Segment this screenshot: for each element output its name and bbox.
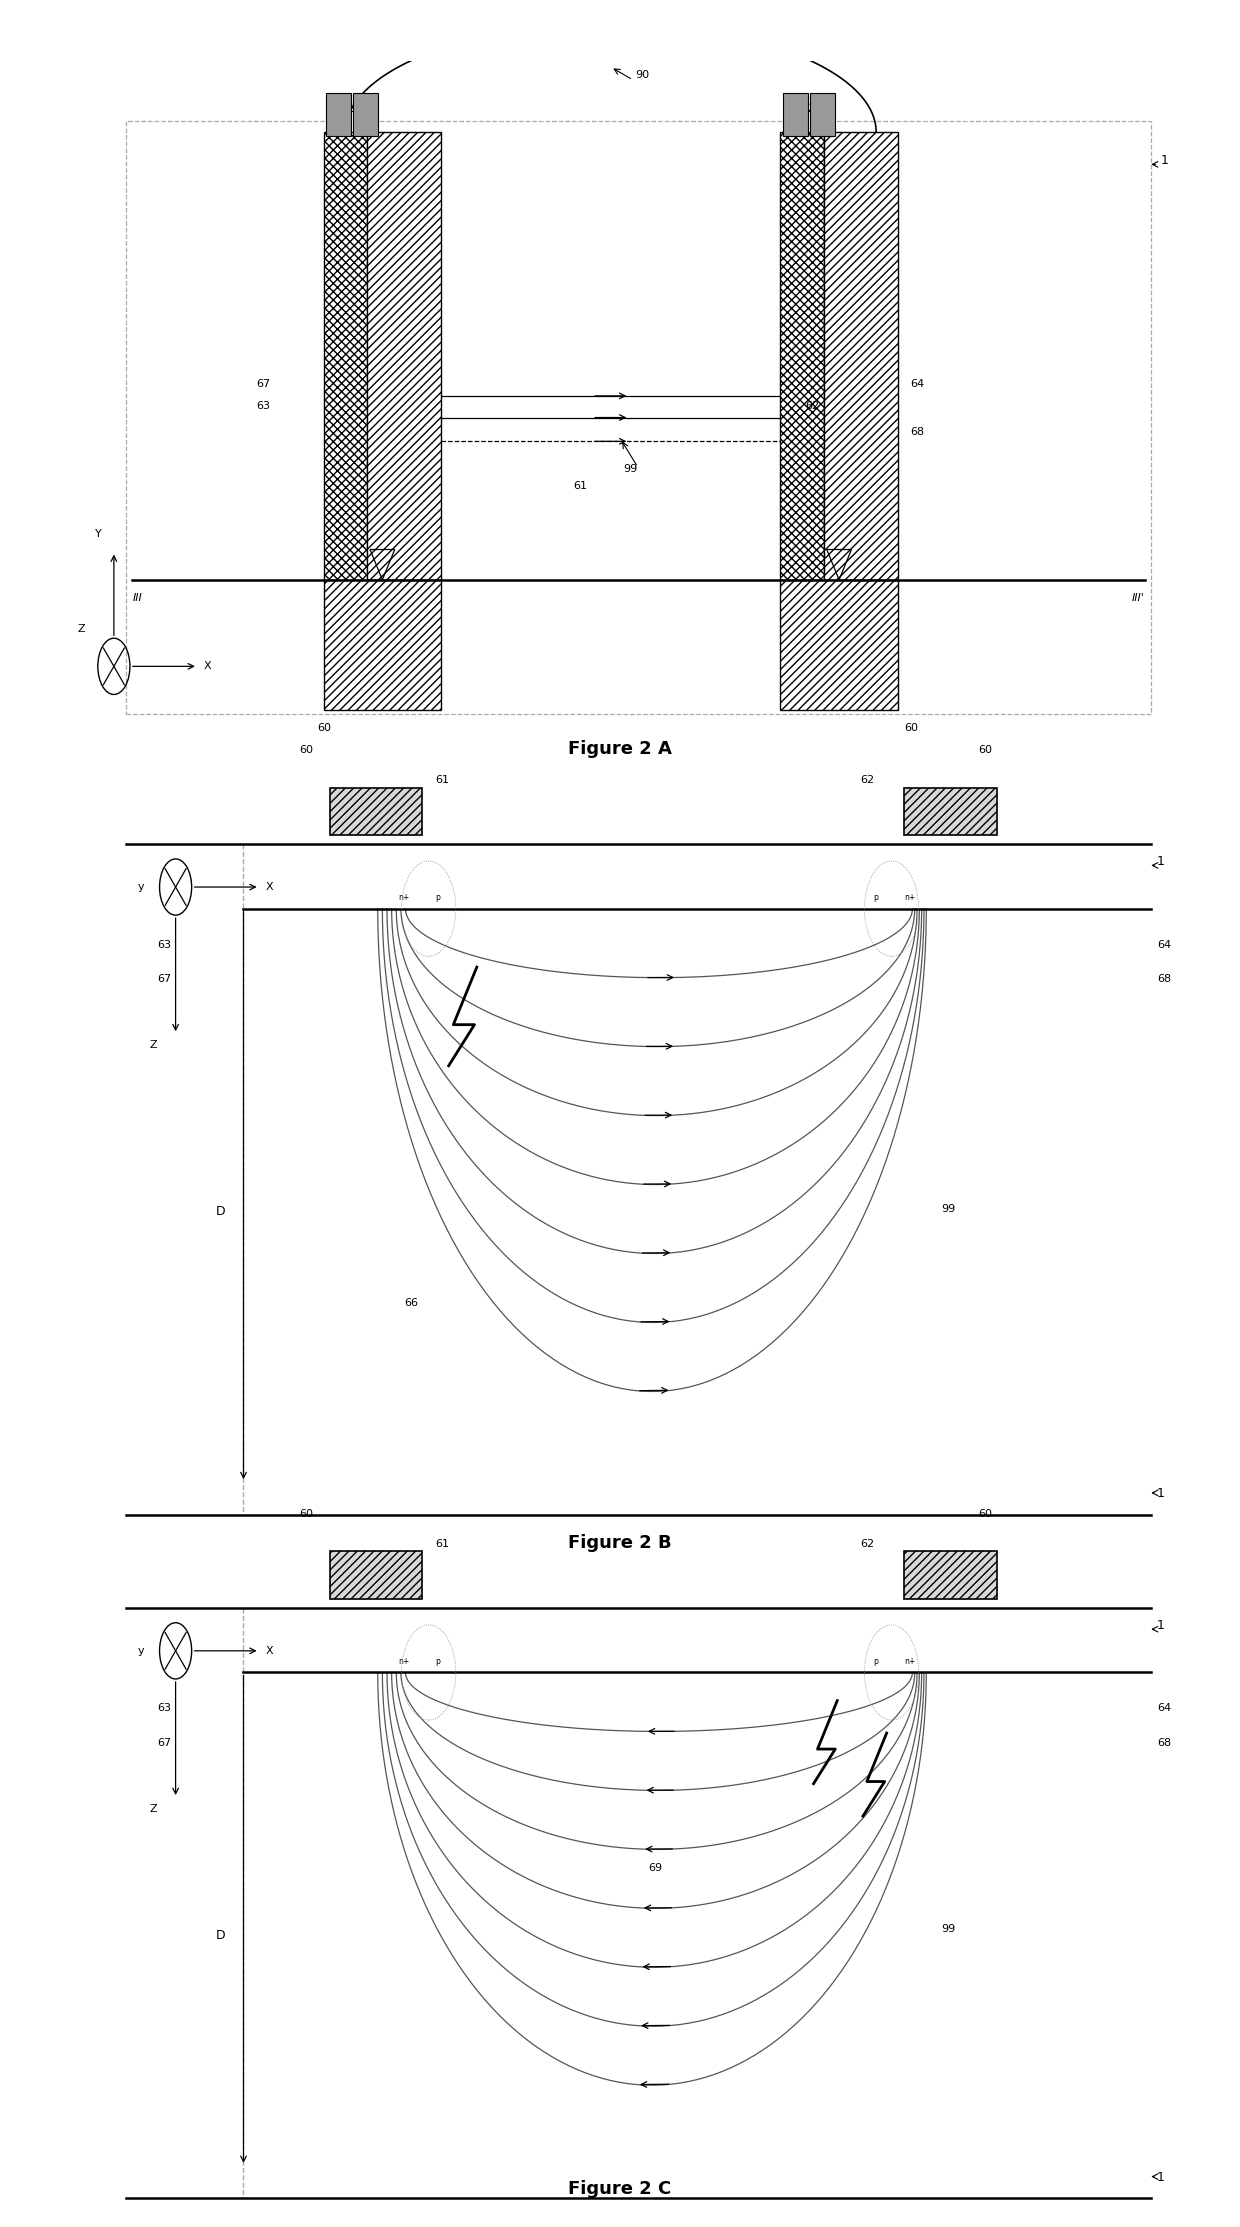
Text: 69: 69 [647, 1862, 662, 1873]
Text: 99: 99 [622, 463, 637, 474]
Text: y: y [138, 1646, 145, 1657]
Text: 1: 1 [1161, 154, 1168, 167]
Text: n+: n+ [398, 1657, 409, 1666]
Text: 60: 60 [299, 1508, 312, 1519]
Text: p: p [873, 1657, 878, 1666]
Text: n+: n+ [904, 1657, 915, 1666]
Text: 62: 62 [805, 401, 820, 410]
Text: 64: 64 [1157, 1704, 1171, 1713]
Text: Z: Z [150, 1804, 157, 1813]
Bar [353, 94, 378, 136]
Text: 63: 63 [255, 401, 270, 410]
Bar [823, 131, 898, 579]
Text: y: y [138, 882, 145, 893]
Text: 63: 63 [157, 940, 171, 949]
Text: Figure 2 C: Figure 2 C [568, 2180, 672, 2198]
Bar [780, 579, 898, 710]
Text: 60: 60 [299, 744, 312, 755]
Text: 61: 61 [435, 775, 449, 786]
Text: p: p [873, 893, 878, 902]
Text: X: X [265, 882, 273, 893]
Bar [904, 788, 997, 835]
Text: 67: 67 [255, 379, 270, 390]
Bar [324, 131, 367, 579]
Bar [324, 579, 441, 710]
Bar [810, 94, 835, 136]
Text: 1: 1 [1157, 1488, 1164, 1501]
Text: 66: 66 [404, 1298, 418, 1307]
Bar [367, 131, 441, 579]
Text: p: p [435, 1657, 440, 1666]
Bar [330, 788, 423, 835]
Text: Figure 2 A: Figure 2 A [568, 739, 672, 757]
Bar [782, 94, 807, 136]
Text: X: X [265, 1646, 273, 1657]
Text: 68: 68 [1157, 1737, 1171, 1748]
Text: III': III' [1132, 592, 1145, 604]
Text: X: X [205, 661, 212, 670]
Text: 61: 61 [435, 1539, 449, 1550]
Text: 64: 64 [1157, 940, 1171, 949]
Text: Z: Z [150, 1040, 157, 1049]
Bar [326, 94, 351, 136]
Text: 62: 62 [861, 1539, 875, 1550]
Text: Y: Y [94, 530, 102, 539]
Text: 1: 1 [1157, 2171, 1164, 2185]
Text: D: D [216, 1929, 224, 1942]
Bar [126, 120, 1151, 715]
Text: 62: 62 [861, 775, 875, 786]
Text: n+: n+ [398, 893, 409, 902]
Text: Z: Z [78, 624, 86, 635]
Text: Figure 2 B: Figure 2 B [568, 1534, 672, 1552]
Text: 63: 63 [157, 1704, 171, 1713]
Text: 99: 99 [941, 1205, 955, 1214]
Text: 68: 68 [910, 428, 924, 436]
Text: Mix1: Mix1 [330, 102, 360, 116]
Text: p: p [435, 893, 440, 902]
Text: n+: n+ [904, 893, 915, 902]
Text: 90: 90 [635, 69, 650, 80]
Text: Mix2: Mix2 [786, 102, 816, 116]
Text: 60: 60 [904, 724, 918, 733]
Text: 67: 67 [157, 1737, 171, 1748]
Text: 60: 60 [978, 1508, 992, 1519]
Bar [780, 131, 823, 579]
Text: 64: 64 [910, 379, 924, 390]
Text: 1: 1 [1157, 855, 1164, 869]
Text: 99: 99 [941, 1924, 955, 1933]
Bar [330, 1552, 423, 1599]
Text: 60: 60 [978, 744, 992, 755]
Text: 60: 60 [317, 724, 331, 733]
Text: III: III [133, 592, 143, 604]
Text: 61: 61 [574, 481, 588, 490]
Text: 68: 68 [1157, 973, 1171, 984]
Bar [904, 1552, 997, 1599]
Text: 1: 1 [1157, 1619, 1164, 1632]
Text: D: D [216, 1205, 224, 1218]
Text: 67: 67 [157, 973, 171, 984]
